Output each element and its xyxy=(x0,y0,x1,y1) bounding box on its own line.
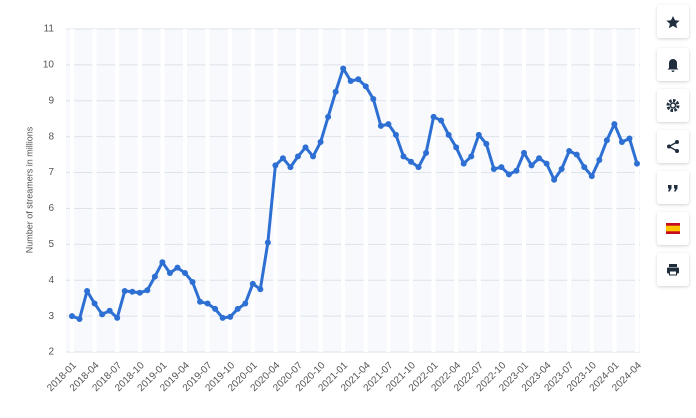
point xyxy=(543,160,550,167)
point xyxy=(151,273,158,280)
point xyxy=(182,270,188,277)
point xyxy=(279,155,286,162)
point xyxy=(69,313,75,320)
point xyxy=(295,153,301,160)
point xyxy=(603,137,610,144)
point xyxy=(99,311,106,318)
point xyxy=(468,153,475,160)
print-button[interactable] xyxy=(657,253,689,286)
point xyxy=(332,88,339,95)
point xyxy=(362,83,369,90)
point xyxy=(377,122,384,129)
point xyxy=(272,162,279,169)
point xyxy=(242,300,249,307)
point xyxy=(310,153,317,160)
point xyxy=(430,113,437,120)
y-tick-label: 2 xyxy=(48,347,54,358)
point xyxy=(287,164,294,171)
point xyxy=(204,300,211,307)
point xyxy=(227,313,234,320)
y-tick-label: 4 xyxy=(48,275,54,286)
point xyxy=(166,270,173,277)
toolbar xyxy=(657,5,689,286)
plot-background xyxy=(66,29,640,352)
point xyxy=(264,239,271,246)
point xyxy=(490,165,497,172)
point xyxy=(566,148,573,155)
point xyxy=(76,315,83,322)
point xyxy=(475,131,482,138)
y-tick-label: 3 xyxy=(48,311,54,322)
point xyxy=(581,164,588,171)
point xyxy=(302,144,309,151)
point xyxy=(400,153,407,160)
point xyxy=(219,314,226,321)
share-button[interactable] xyxy=(657,130,689,163)
point xyxy=(536,155,543,162)
point xyxy=(573,151,580,158)
notification-button[interactable] xyxy=(657,48,689,81)
point xyxy=(528,162,535,169)
point xyxy=(392,131,399,138)
point xyxy=(460,160,467,167)
point xyxy=(385,121,392,128)
point xyxy=(611,121,618,128)
point xyxy=(257,286,264,293)
y-tick-label: 6 xyxy=(48,203,54,214)
y-axis-label: Number of streamers in millions xyxy=(24,126,34,253)
point xyxy=(588,173,595,180)
point xyxy=(129,288,136,295)
point xyxy=(114,314,121,321)
point xyxy=(551,176,558,183)
point xyxy=(144,287,151,294)
y-tick-label: 7 xyxy=(48,167,54,178)
y-tick-label: 11 xyxy=(44,24,55,35)
y-tick-label: 9 xyxy=(48,95,54,106)
point xyxy=(626,135,633,142)
point xyxy=(483,140,490,147)
point xyxy=(197,298,204,305)
y-tick-label: 10 xyxy=(43,60,55,71)
point xyxy=(159,259,166,266)
point xyxy=(498,164,505,171)
point xyxy=(521,149,527,156)
point xyxy=(340,65,347,72)
cite-button[interactable] xyxy=(657,171,689,204)
point xyxy=(136,289,143,296)
point xyxy=(505,171,512,178)
point xyxy=(91,300,98,307)
point xyxy=(370,95,377,102)
point xyxy=(596,156,603,163)
point xyxy=(634,160,640,167)
point xyxy=(513,167,520,174)
point xyxy=(453,144,460,151)
point xyxy=(174,264,181,271)
point xyxy=(317,139,324,146)
point xyxy=(347,78,354,85)
point xyxy=(249,280,256,287)
point xyxy=(445,131,452,138)
point xyxy=(408,158,414,165)
point xyxy=(234,305,241,312)
point xyxy=(355,76,362,83)
point xyxy=(618,139,625,146)
point xyxy=(106,307,113,314)
language-button[interactable] xyxy=(657,212,689,245)
point xyxy=(212,305,219,312)
point xyxy=(121,287,128,294)
settings-button[interactable] xyxy=(657,89,689,122)
point xyxy=(325,113,332,120)
point xyxy=(423,149,430,156)
point xyxy=(438,117,445,124)
y-tick-label: 5 xyxy=(48,239,54,250)
point xyxy=(415,164,422,171)
y-tick-label: 8 xyxy=(48,131,54,142)
line xyxy=(71,66,639,321)
favorite-button[interactable] xyxy=(657,5,689,38)
point xyxy=(84,287,91,294)
point xyxy=(189,279,196,286)
point xyxy=(558,165,565,172)
